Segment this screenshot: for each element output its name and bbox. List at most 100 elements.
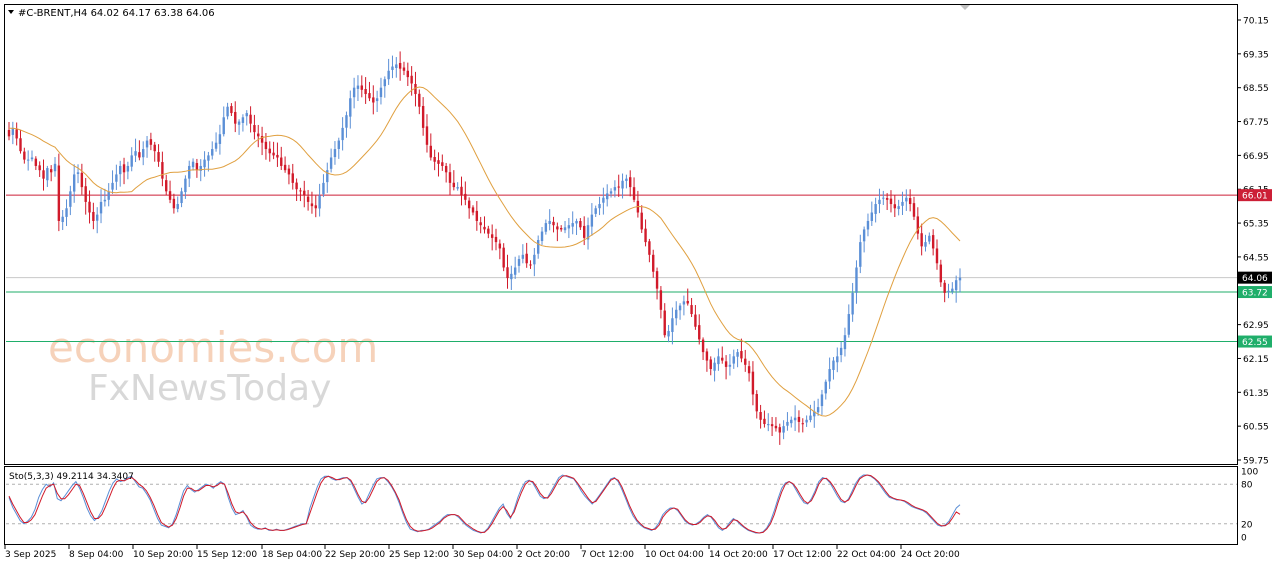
candle xyxy=(609,188,613,198)
candle xyxy=(360,75,363,98)
candle xyxy=(11,121,15,145)
candlestick-series xyxy=(7,51,962,445)
chart-menu-triangle-icon[interactable] xyxy=(8,10,14,14)
candle xyxy=(920,223,923,256)
candle xyxy=(126,161,130,180)
candle xyxy=(686,288,689,306)
candle xyxy=(372,85,375,115)
candle xyxy=(816,398,820,416)
candle xyxy=(698,314,701,345)
candle xyxy=(475,201,479,231)
price-tick-label: 62.95 xyxy=(1243,321,1269,331)
candle xyxy=(889,190,893,213)
candle xyxy=(632,177,636,203)
candle xyxy=(165,174,168,195)
time-tick-label: 10 Sep 20:00 xyxy=(133,550,193,560)
price-tick-label: 60.55 xyxy=(1243,423,1269,433)
candle xyxy=(924,234,927,252)
candle xyxy=(548,209,551,231)
price-tick-label: 67.75 xyxy=(1243,118,1269,128)
candle xyxy=(333,141,337,165)
candle xyxy=(149,132,153,151)
candle xyxy=(214,132,218,152)
candle xyxy=(847,304,850,338)
candle xyxy=(184,175,187,199)
candle xyxy=(870,201,874,226)
candle xyxy=(464,181,467,206)
candle xyxy=(878,188,881,214)
candle xyxy=(34,156,38,171)
candle xyxy=(793,405,797,432)
candle xyxy=(740,338,743,363)
candle xyxy=(759,404,762,429)
candle xyxy=(65,199,68,227)
candle xyxy=(717,348,720,371)
candle xyxy=(172,193,176,214)
candle xyxy=(111,170,114,194)
candle xyxy=(253,114,256,140)
candle xyxy=(813,400,816,428)
candle xyxy=(663,303,666,338)
candle xyxy=(42,159,45,191)
candle xyxy=(874,197,877,223)
candle xyxy=(744,349,747,372)
candle xyxy=(130,147,133,172)
candle xyxy=(567,217,571,239)
candle xyxy=(349,90,352,129)
price-tick-label: 59.75 xyxy=(1243,457,1269,467)
candle xyxy=(801,418,804,433)
candle xyxy=(721,346,724,364)
candle xyxy=(774,417,778,432)
moving-average-line xyxy=(9,86,961,417)
candle xyxy=(15,122,18,146)
candle xyxy=(805,415,808,427)
candle xyxy=(456,182,459,191)
candle xyxy=(521,244,525,264)
candle xyxy=(671,307,674,345)
stochastic-tick-label: 80 xyxy=(1241,481,1253,491)
candle xyxy=(471,205,475,216)
candle xyxy=(778,423,781,445)
candle xyxy=(659,286,663,319)
candle xyxy=(249,106,252,133)
time-tick-label: 24 Oct 20:00 xyxy=(901,550,960,560)
candle xyxy=(525,242,528,268)
candle xyxy=(80,163,84,195)
candle xyxy=(667,324,670,343)
candle xyxy=(728,354,732,376)
candle xyxy=(931,229,935,256)
candle xyxy=(245,110,248,126)
candle xyxy=(142,141,145,166)
candle xyxy=(391,55,394,79)
candle xyxy=(280,146,283,171)
watermark-fxnewstoday: FxNewsToday xyxy=(88,368,331,409)
candle xyxy=(506,254,509,289)
candle xyxy=(644,219,647,247)
candle xyxy=(732,349,735,369)
candle xyxy=(575,218,578,235)
candle xyxy=(168,180,172,204)
candle xyxy=(92,202,95,230)
price-tick-label: 69.35 xyxy=(1243,50,1269,60)
candle xyxy=(652,249,655,278)
candle xyxy=(283,156,287,173)
candle xyxy=(479,216,482,234)
candle xyxy=(836,347,839,373)
candle xyxy=(763,410,766,428)
candle xyxy=(908,189,912,212)
candle xyxy=(675,301,678,326)
candle xyxy=(701,337,705,360)
candle xyxy=(939,259,943,287)
time-tick-label: 14 Oct 20:00 xyxy=(709,550,768,560)
candle xyxy=(533,248,536,277)
candle xyxy=(943,280,946,303)
candle xyxy=(866,213,870,237)
candle xyxy=(157,144,160,167)
shift-marker-icon[interactable] xyxy=(960,5,970,10)
candle xyxy=(694,305,697,330)
candle xyxy=(843,327,847,357)
candle xyxy=(180,187,183,208)
candle xyxy=(421,97,425,136)
candle xyxy=(19,129,22,154)
